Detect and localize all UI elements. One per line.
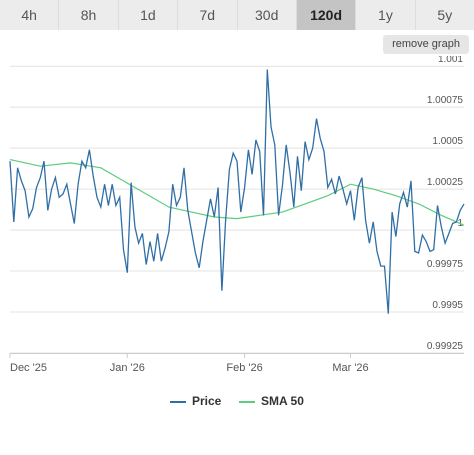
x-axis: Dec '25 Jan '26 Feb '26 Mar '26 [9,353,464,374]
y-tick-label: 1.00075 [427,95,464,106]
chart-legend: Price SMA 50 [0,394,474,410]
tab-120d[interactable]: 120d [296,0,357,30]
remove-graph-button[interactable]: remove graph [383,35,469,54]
price-chart: 0.999250.99950.9997511.000251.00051.0007… [9,56,465,374]
sma-50-line [9,159,465,226]
x-tick-label: Jan '26 [110,362,145,374]
legend-label-price: Price [192,394,222,408]
chart-grid [10,65,464,354]
timeframe-tabs: 4h 8h 1d 7d 30d 120d 1y 5y [0,0,474,30]
tab-1y[interactable]: 1y [356,0,416,30]
x-tick-label: Feb '26 [226,362,262,374]
y-tick-label: 1.001 [438,56,463,65]
tab-30d[interactable]: 30d [237,0,297,30]
x-tick-label: Mar '26 [332,362,368,374]
tab-4h[interactable]: 4h [0,0,60,30]
x-tick-label: Dec '25 [10,362,47,374]
y-tick-label: 0.99925 [427,341,464,352]
legend-sma-swatch [239,401,255,403]
tab-5y[interactable]: 5y [415,0,474,30]
legend-label-sma: SMA 50 [261,394,304,408]
legend-price-swatch [170,401,186,403]
tab-7d[interactable]: 7d [178,0,238,30]
y-tick-label: 0.9995 [432,300,463,311]
y-tick-label: 0.99975 [427,259,464,270]
tab-1d[interactable]: 1d [118,0,179,30]
y-axis-ticks: 0.999250.99950.9997511.000251.00051.0007… [427,56,464,352]
price-line [9,69,465,314]
tab-8h[interactable]: 8h [59,0,119,30]
y-tick-label: 1.00025 [427,177,464,188]
y-tick-label: 1.0005 [432,136,463,147]
